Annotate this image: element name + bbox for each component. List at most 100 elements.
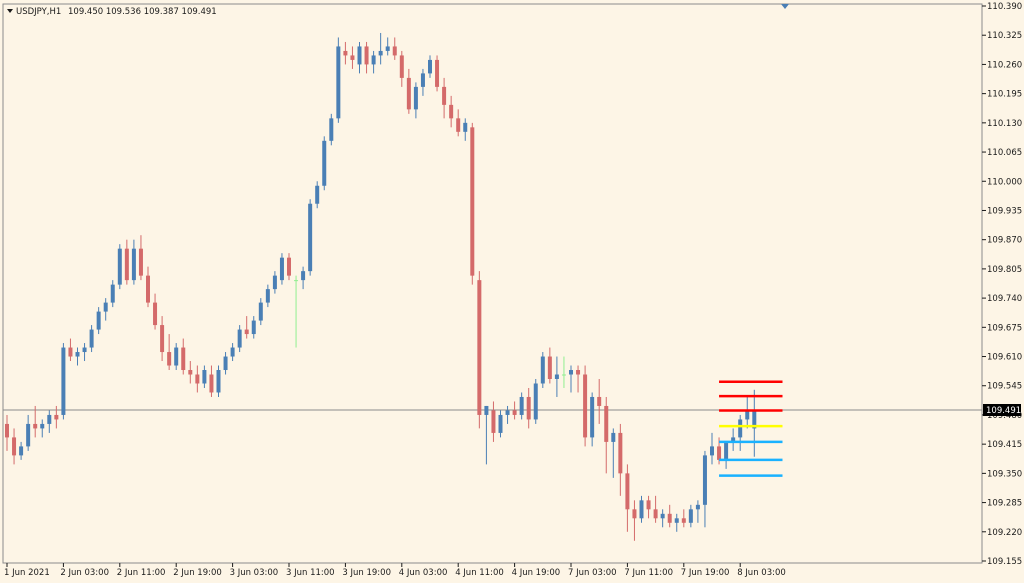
- y-tick-label: 110.390: [987, 2, 1022, 12]
- candle-body: [385, 46, 390, 51]
- candle-body: [660, 513, 665, 519]
- candle-body: [399, 55, 404, 78]
- candle: [547, 347, 552, 384]
- candle: [301, 266, 306, 290]
- candle: [702, 450, 707, 528]
- candle-body: [251, 320, 256, 335]
- candle: [660, 509, 665, 528]
- candle-body: [174, 347, 179, 366]
- candle: [597, 378, 602, 424]
- candle-body: [646, 500, 651, 510]
- candle-body: [167, 352, 172, 366]
- candle: [265, 284, 270, 308]
- candle: [371, 50, 376, 74]
- candle: [5, 414, 9, 451]
- candle-body: [33, 423, 38, 429]
- candle: [420, 68, 425, 96]
- x-tick-label: 7 Jun 03:00: [568, 568, 617, 578]
- candle-body: [146, 275, 150, 303]
- current-price-label: 109.491: [986, 406, 1021, 416]
- y-tick-label: 109.805: [987, 265, 1022, 275]
- y-tick-label: 109.545: [987, 382, 1022, 392]
- candle: [272, 271, 277, 294]
- candle: [392, 37, 397, 60]
- candle-body: [632, 509, 637, 519]
- candle-body: [413, 86, 418, 110]
- candle-body: [681, 518, 686, 523]
- candle: [695, 500, 700, 523]
- candle-body: [301, 271, 306, 281]
- candle-body: [12, 437, 17, 456]
- candle-body: [526, 396, 531, 420]
- candle: [68, 338, 73, 362]
- candle: [279, 253, 284, 285]
- candle-body: [294, 280, 299, 282]
- candle: [131, 239, 136, 285]
- candle: [47, 410, 52, 433]
- candle-body: [364, 46, 369, 65]
- candle: [667, 504, 672, 528]
- candle: [498, 410, 503, 438]
- shift-marker-icon[interactable]: [781, 4, 789, 9]
- candle: [223, 352, 228, 375]
- y-tick-label: 109.935: [987, 206, 1022, 216]
- x-axis: 1 Jun 2021 2 Jun 03:00 2 Jun 11:00 2 Jun 19…: [4, 563, 786, 578]
- candle: [12, 428, 17, 465]
- chevron-down-icon[interactable]: [7, 9, 13, 13]
- candle: [103, 298, 108, 321]
- candle: [237, 325, 242, 353]
- current-price-tag: [983, 404, 1021, 417]
- candle-body: [272, 275, 277, 290]
- candle-body: [470, 127, 475, 276]
- y-tick-label: 109.220: [987, 528, 1022, 538]
- candle: [569, 365, 573, 393]
- y-tick-label: 109.350: [987, 469, 1022, 479]
- candle-body: [138, 248, 143, 276]
- y-tick-label: 109.610: [987, 353, 1022, 363]
- candle-body: [237, 329, 242, 348]
- candle: [583, 365, 588, 447]
- y-tick-label: 109.740: [987, 294, 1022, 304]
- candle: [681, 509, 686, 528]
- candle-body: [40, 423, 45, 429]
- x-tick-label: 3 Jun 19:00: [342, 568, 391, 578]
- candle: [167, 334, 172, 371]
- candle: [618, 423, 623, 496]
- x-tick-label: 7 Jun 11:00: [624, 568, 673, 578]
- candle-body: [131, 248, 136, 281]
- candle: [61, 343, 66, 420]
- candle: [322, 136, 327, 191]
- candle: [308, 199, 313, 276]
- candle-body: [738, 419, 743, 438]
- candle: [209, 365, 214, 397]
- candle: [688, 504, 693, 528]
- candle: [258, 298, 263, 326]
- x-tick-label: 2 Jun 03:00: [60, 568, 109, 578]
- candle-body: [745, 410, 750, 420]
- candle-body: [322, 140, 327, 186]
- candle-body: [731, 437, 736, 442]
- candle-body: [244, 329, 249, 335]
- candle: [287, 253, 291, 281]
- candle: [413, 82, 418, 119]
- candle-body: [456, 118, 461, 132]
- candle-body: [357, 46, 362, 65]
- candle-body: [117, 248, 122, 285]
- candle: [343, 41, 348, 65]
- candle-body: [329, 118, 334, 141]
- y-axis: 110.390 110.325 110.260 110.195 110.130 110.0…: [982, 2, 1022, 567]
- candle-body: [315, 185, 320, 204]
- candle: [82, 343, 87, 362]
- candle: [639, 495, 644, 523]
- candle: [89, 325, 94, 353]
- y-tick-label: 109.285: [987, 499, 1022, 509]
- candle: [315, 181, 320, 209]
- candle-body: [498, 414, 503, 433]
- y-tick-label: 109.415: [987, 440, 1022, 450]
- candle: [251, 316, 256, 339]
- y-tick-label: 110.130: [987, 119, 1022, 129]
- candle: [117, 244, 122, 290]
